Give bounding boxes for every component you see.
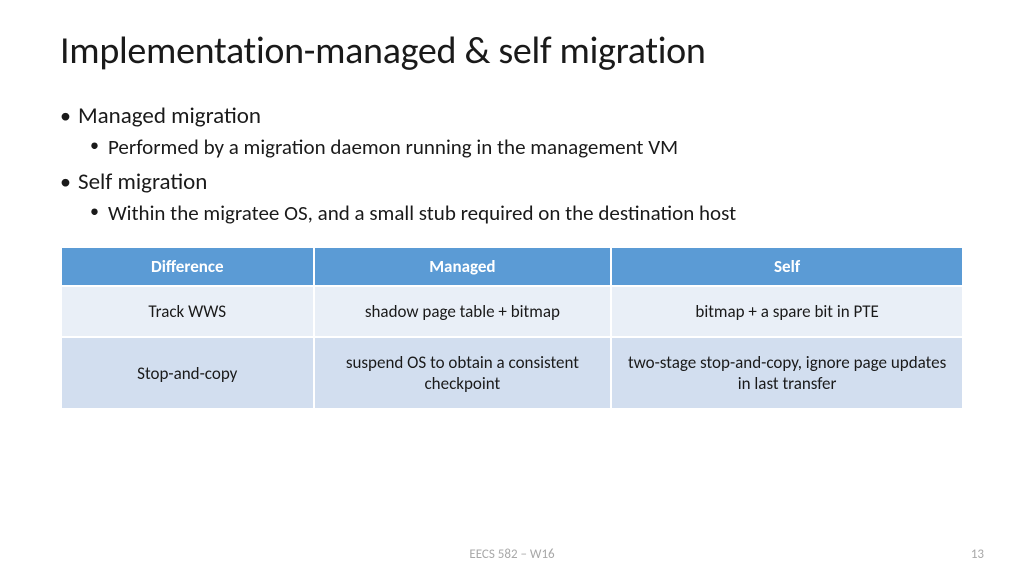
col-difference: Difference bbox=[61, 247, 314, 286]
comparison-table: Difference Managed Self Track WWS shadow… bbox=[60, 246, 964, 410]
cell: shadow page table + bitmap bbox=[314, 286, 612, 337]
col-managed: Managed bbox=[314, 247, 612, 286]
page-number: 13 bbox=[971, 547, 984, 562]
table-header-row: Difference Managed Self bbox=[61, 247, 963, 286]
bullet-self-sub: Within the migratee OS, and a small stub… bbox=[90, 200, 964, 226]
col-self: Self bbox=[611, 247, 963, 286]
bullet-managed: Managed migration bbox=[60, 102, 964, 130]
bullet-list: Managed migration Performed by a migrati… bbox=[60, 102, 964, 226]
cell: bitmap + a spare bit in PTE bbox=[611, 286, 963, 337]
bullet-self: Self migration bbox=[60, 168, 964, 196]
bullet-managed-sub: Performed by a migration daemon running … bbox=[90, 134, 964, 160]
slide-title: Implementation-managed & self migration bbox=[60, 28, 964, 74]
table-row: Stop-and-copy suspend OS to obtain a con… bbox=[61, 337, 963, 409]
cell: two-stage stop-and-copy, ignore page upd… bbox=[611, 337, 963, 409]
cell: Track WWS bbox=[61, 286, 314, 337]
cell: Stop-and-copy bbox=[61, 337, 314, 409]
table-row: Track WWS shadow page table + bitmap bit… bbox=[61, 286, 963, 337]
footer-text: EECS 582 – W16 bbox=[0, 547, 1024, 562]
cell: suspend OS to obtain a consistent checkp… bbox=[314, 337, 612, 409]
